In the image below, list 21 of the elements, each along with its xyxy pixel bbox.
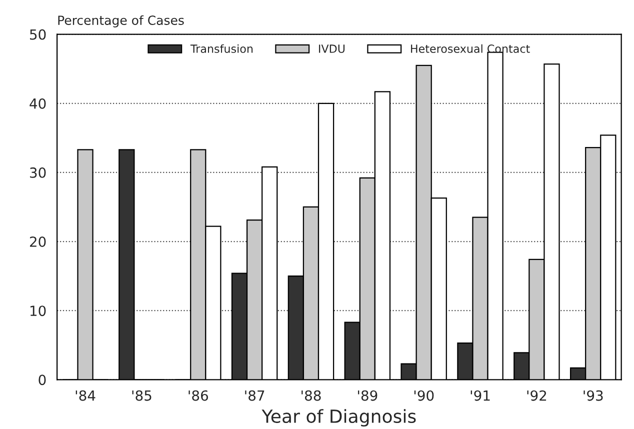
x-tick-label: '93 xyxy=(584,390,603,401)
x-tick-label: '89 xyxy=(358,390,378,401)
x-tick-label: '91 xyxy=(470,390,490,401)
y-axis-title: Percentage of Cases xyxy=(58,15,184,28)
legend-label: Transfusion xyxy=(190,44,253,53)
y-tick-label: 50 xyxy=(30,29,46,40)
legend-label: Heterosexual Contact xyxy=(411,44,530,53)
x-tick-label: '85 xyxy=(132,390,152,401)
x-tick-label: '84 xyxy=(76,390,96,401)
x-tick-label: '88 xyxy=(302,390,321,401)
x-tick-label: '92 xyxy=(527,390,546,401)
y-tick-label: 10 xyxy=(30,306,46,316)
y-tick-label: 40 xyxy=(30,98,46,109)
x-axis-title: Year of Diagnosis xyxy=(262,409,416,427)
y-tick-label: 0 xyxy=(38,374,46,386)
x-tick-label: '87 xyxy=(245,390,264,401)
y-tick-label: 30 xyxy=(30,167,46,178)
x-tick-label: '90 xyxy=(414,390,434,401)
x-tick-label: '86 xyxy=(188,390,208,401)
legend-label: IVDU xyxy=(319,44,345,53)
y-tick-label: 20 xyxy=(30,236,46,247)
